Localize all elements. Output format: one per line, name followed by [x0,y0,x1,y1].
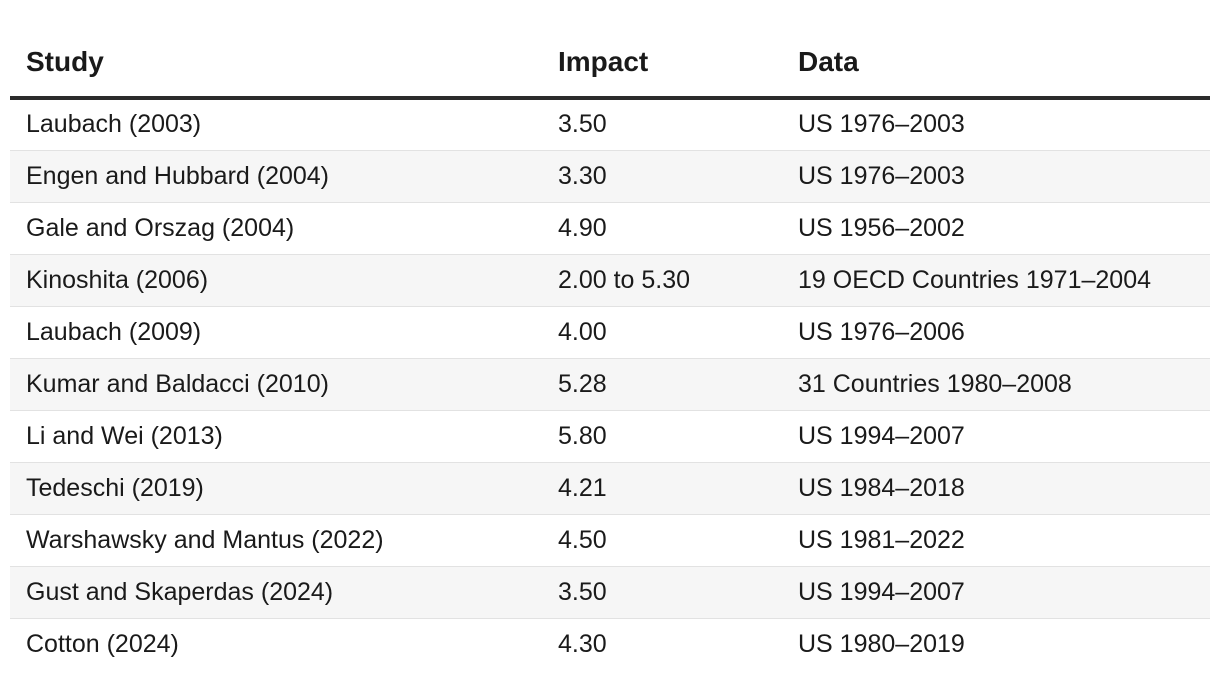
study-cell: Kumar and Baldacci (2010) [10,358,542,411]
data-cell: US 1980–2019 [798,629,965,658]
table-row: Kinoshita (2006) 2.00 to 5.30 19 OECD Co… [10,254,1210,307]
impact-cell: 2.00 to 5.30 [542,254,782,307]
table-row: Li and Wei (2013) 5.80 US 1994–2007 [10,410,1210,463]
table-row: Cotton (2024) 4.30 US 1980–2019 [10,618,1210,670]
studies-table: Study Impact Data Laubach (2003) 3.50 US… [10,28,1210,670]
impact-cell: 5.28 [542,358,782,411]
impact-cell: 4.21 [542,462,782,515]
table-row: Gust and Skaperdas (2024) 3.50 US 1994–2… [10,566,1210,619]
studies-table-container: Study Impact Data Laubach (2003) 3.50 US… [10,28,1210,670]
table-row: Kumar and Baldacci (2010) 5.28 31 Countr… [10,358,1210,411]
table-row: Laubach (2009) 4.00 US 1976–2006 [10,306,1210,359]
study-cell: Laubach (2009) [10,306,542,359]
data-cell: US 1994–2007 [782,410,1210,463]
header-data: Data [782,28,1210,100]
table-row: Engen and Hubbard (2004) 3.30 US 1976–20… [10,150,1210,203]
study-cell: Tedeschi (2019) [10,462,542,515]
study-cell: Engen and Hubbard (2004) [10,150,542,203]
table-row: Tedeschi (2019) 4.21 US 1984–2018 [10,462,1210,515]
study-cell: Gale and Orszag (2004) [10,202,542,255]
data-cell: US 1984–2018 [782,462,1210,515]
data-cell: 19 OECD Countries 1971–2004 [782,254,1210,307]
data-cell: US 1956–2002 [782,202,1210,255]
impact-cell: 3.50 [542,98,782,151]
data-cell: US 1981–2022 [782,514,1210,567]
impact-cell: 4.00 [542,306,782,359]
study-cell: Warshawsky and Mantus (2022) [10,514,542,567]
table-header: Study Impact Data [10,28,1210,100]
data-cell: US 1976–2006 [782,306,1210,359]
study-cell: Gust and Skaperdas (2024) [10,566,542,619]
study-cell: Laubach (2003) [10,98,542,151]
header-row: Study Impact Data [10,28,1210,100]
study-cell: Li and Wei (2013) [10,410,542,463]
table-row: Laubach (2003) 3.50 US 1976–2003 [10,98,1210,151]
impact-cell: 3.50 [542,566,782,619]
table-row: Gale and Orszag (2004) 4.90 US 1956–2002 [10,202,1210,255]
impact-cell: 3.30 [542,150,782,203]
header-impact: Impact [542,28,782,100]
impact-cell: 5.80 [542,410,782,463]
study-cell: Kinoshita (2006) [10,254,542,307]
impact-cell: 4.50 [542,514,782,567]
data-cell: US 1976–2003 [782,150,1210,203]
data-cell: US 1976–2003 [782,98,1210,151]
study-cell: Cotton (2024) [26,629,179,658]
impact-cell: 4.90 [542,202,782,255]
header-study: Study [10,28,542,100]
data-cell: US 1994–2007 [782,566,1210,619]
table-body: Laubach (2003) 3.50 US 1976–2003 Engen a… [10,98,1210,670]
table-row: Warshawsky and Mantus (2022) 4.50 US 198… [10,514,1210,567]
impact-cell: 4.30 [558,629,607,658]
data-cell: 31 Countries 1980–2008 [782,358,1210,411]
